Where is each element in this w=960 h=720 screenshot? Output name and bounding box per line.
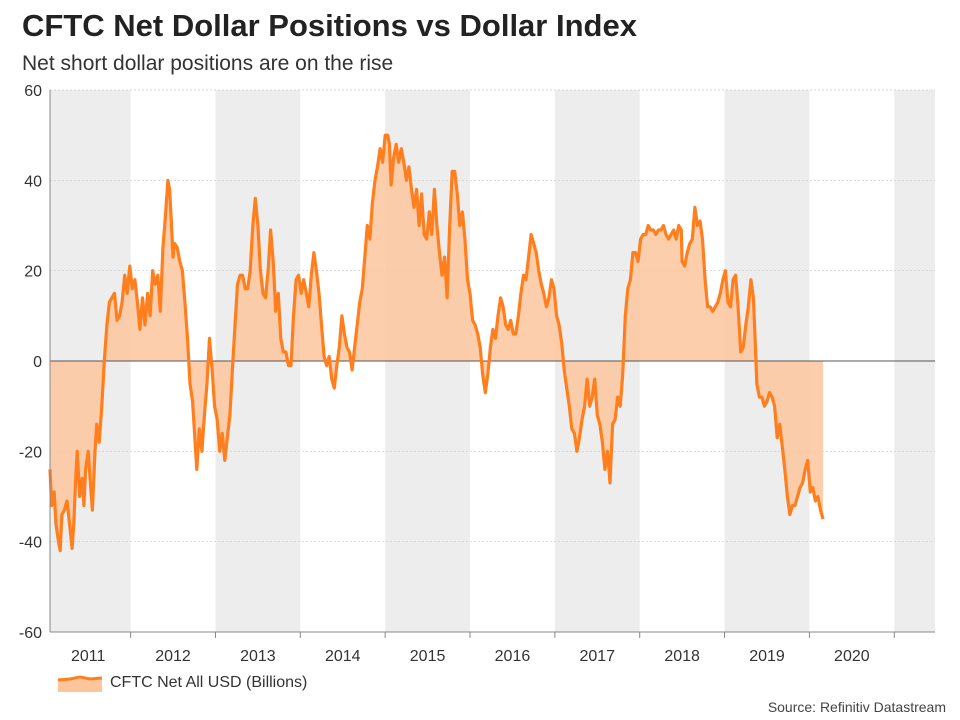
- y-tick-labels: 60 40 20 0 -20 -40 -60: [19, 83, 42, 642]
- series-line: [48, 133, 825, 553]
- y-tick-label: 20: [24, 264, 42, 281]
- chart-title: CFTC Net Dollar Positions vs Dollar Inde…: [22, 8, 637, 43]
- y-tick-label: 0: [33, 354, 42, 371]
- legend-swatch-icon: [58, 675, 102, 692]
- x-tick-label: 2014: [325, 648, 361, 665]
- x-tick-label: 2011: [71, 648, 106, 665]
- x-tick-label: 2015: [410, 648, 446, 665]
- axes: [49, 90, 935, 633]
- source-note: Source: Refinitiv Datastream: [767, 699, 946, 715]
- x-tick-label: 2020: [834, 648, 870, 665]
- y-tick-label: -20: [19, 444, 42, 461]
- x-tick-label: 2017: [579, 648, 615, 665]
- y-tick-label: 60: [24, 83, 42, 100]
- x-tick-label: 2013: [240, 648, 276, 665]
- legend-label: CFTC Net All USD (Billions): [110, 674, 308, 691]
- y-tick-label: 40: [24, 173, 42, 190]
- x-tick-label: 2016: [495, 648, 531, 665]
- series-area: [50, 135, 823, 551]
- x-tick-label: 2018: [664, 648, 700, 665]
- x-tick-label: 2019: [749, 648, 785, 665]
- y-tick-label: -40: [19, 535, 42, 552]
- x-tick-labels: 2011 2012 2013 2014 2015 2016 2017 2018 2019 2020: [71, 632, 895, 665]
- y-tick-label: -60: [19, 625, 42, 642]
- legend: CFTC Net All USD (Billions): [58, 674, 307, 692]
- chart-subtitle: Net short dollar positions are on the ri…: [22, 52, 394, 75]
- x-tick-label: 2012: [155, 648, 191, 665]
